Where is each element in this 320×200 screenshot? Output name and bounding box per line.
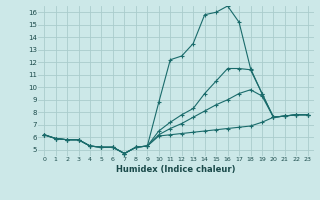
X-axis label: Humidex (Indice chaleur): Humidex (Indice chaleur) — [116, 165, 236, 174]
